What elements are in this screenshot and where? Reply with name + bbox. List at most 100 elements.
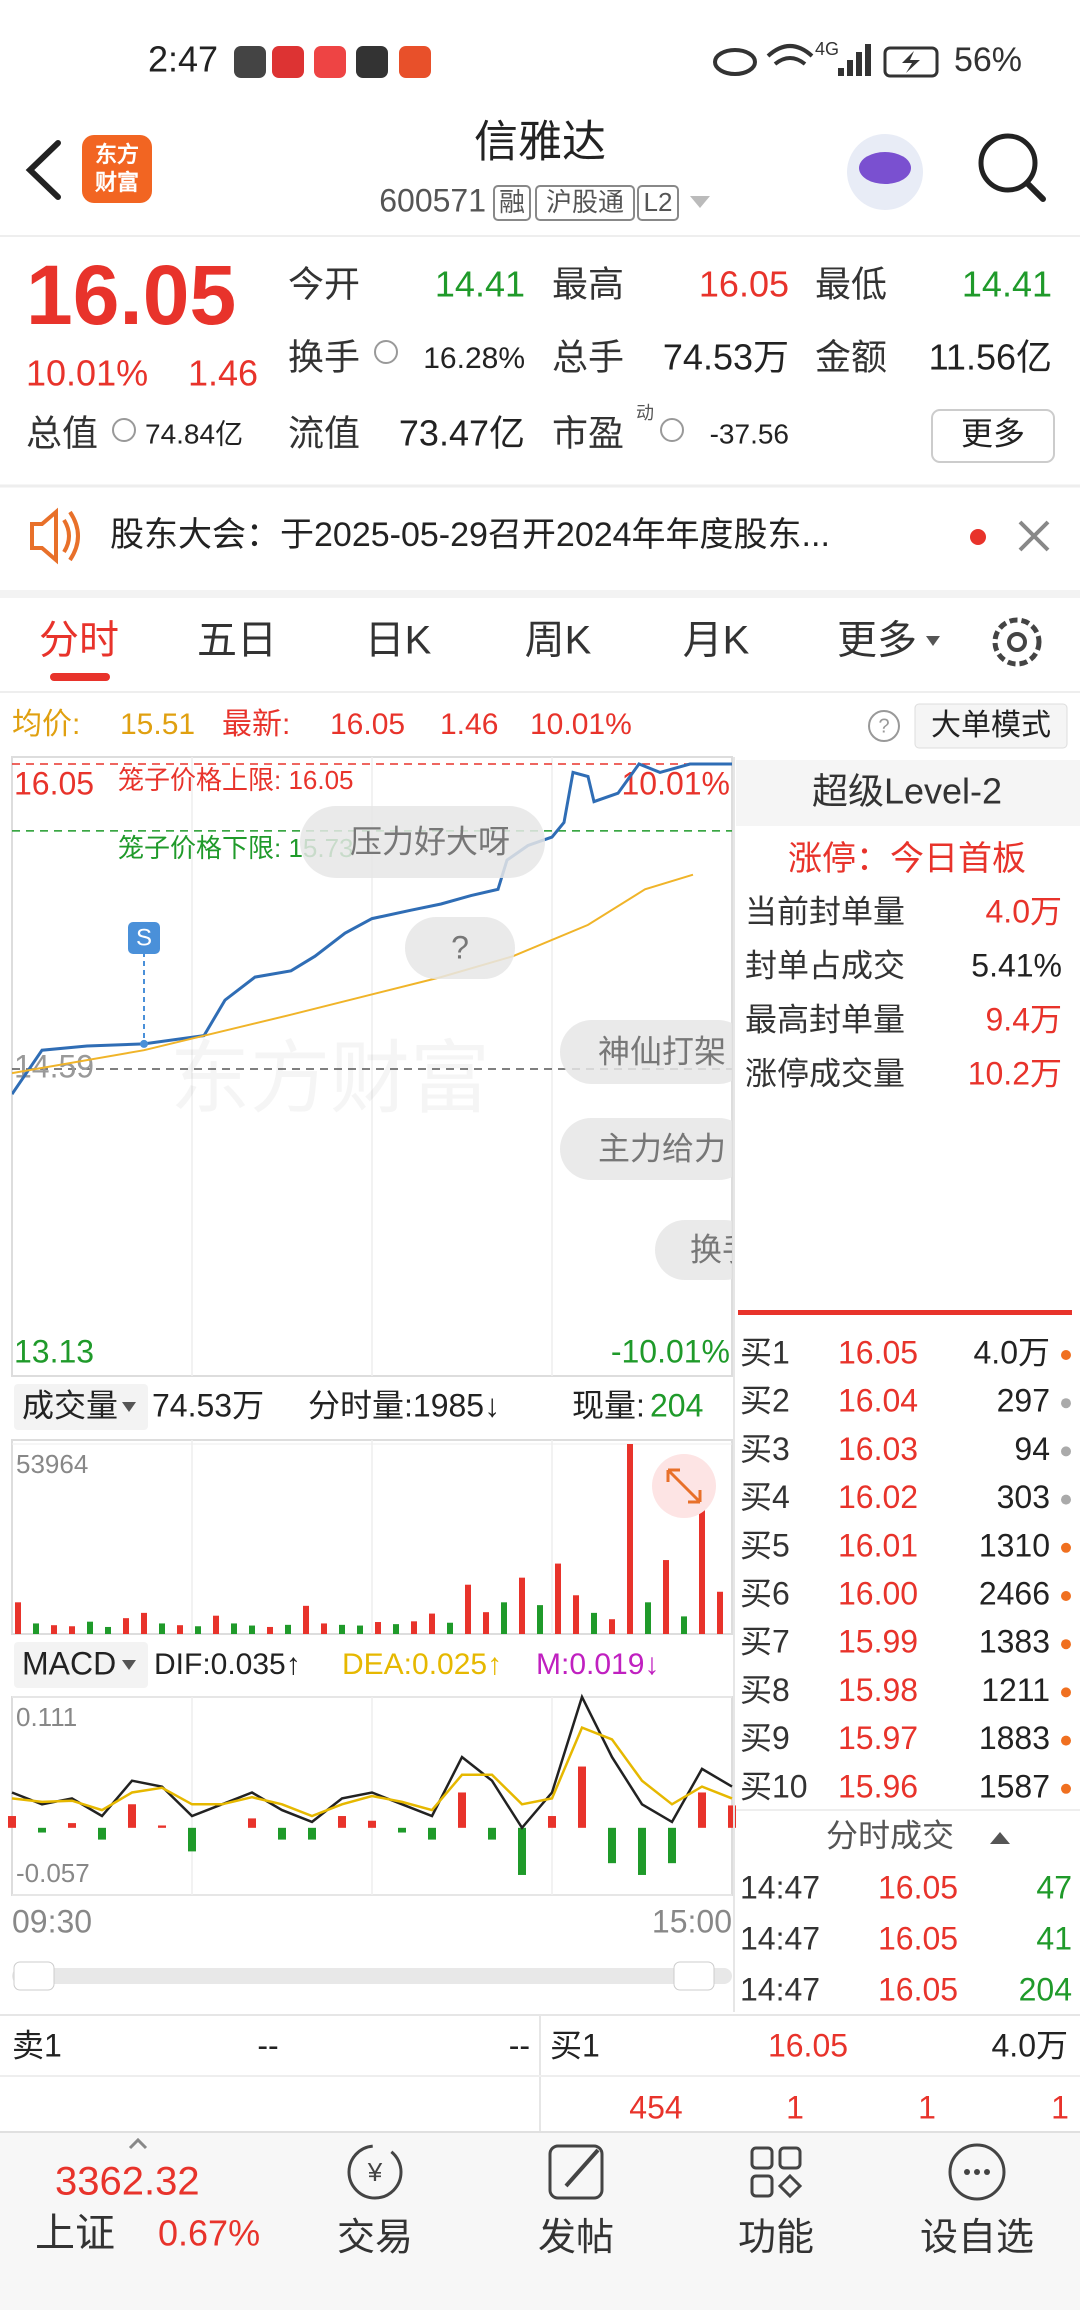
comment-bubble[interactable]	[300, 806, 545, 878]
volume-bar	[213, 1615, 219, 1634]
more-button[interactable]	[931, 409, 1055, 463]
bid-dot	[1061, 1687, 1071, 1698]
bid-dot	[1061, 1735, 1071, 1746]
volume-bar	[465, 1584, 471, 1634]
trades-title[interactable]: 分时成交	[826, 1817, 954, 1853]
label: 最高封单量	[745, 1001, 905, 1037]
expand-icon	[666, 1468, 702, 1504]
dropdown-arrow	[122, 1402, 136, 1412]
volume: 204	[1019, 1971, 1072, 2007]
notice[interactable]: 股东大会：于2025-05-29召开2024年年度股东...	[110, 516, 830, 554]
more: 更多	[961, 415, 1025, 451]
tab-underline	[50, 673, 110, 681]
macd-bar	[38, 1827, 46, 1833]
price-line	[12, 762, 732, 1095]
volume: --	[509, 2027, 530, 2063]
dropdown-box[interactable]	[14, 1384, 148, 1430]
volume: 4.0万	[992, 2027, 1069, 2063]
volume: 41	[1036, 1920, 1072, 1956]
badge[interactable]	[128, 922, 160, 954]
total: 74.53万	[152, 1387, 264, 1423]
label: 总手	[552, 337, 624, 378]
comment-bubble[interactable]	[560, 1118, 750, 1180]
price: 15.99	[838, 1624, 918, 1660]
settings-icon[interactable]	[992, 617, 1042, 667]
status-icon	[272, 46, 304, 78]
macd-bar	[728, 1805, 736, 1828]
price: 16.05	[768, 2027, 848, 2063]
change: 1.46	[440, 708, 498, 741]
dropdown-arrow	[690, 196, 710, 208]
volume-bar	[87, 1621, 93, 1634]
price: 15.96	[838, 1768, 918, 1804]
tab-arrow	[926, 636, 940, 646]
scrollbar[interactable]	[12, 1968, 732, 1984]
back-button[interactable]	[25, 140, 61, 200]
macd-bar	[68, 1823, 76, 1828]
tabs[interactable]: 日K	[365, 619, 432, 663]
search-icon[interactable]	[978, 133, 1038, 193]
macd-bar	[668, 1827, 676, 1864]
macd-bar	[458, 1792, 466, 1828]
level2-separator	[738, 1310, 1072, 1315]
tabs[interactable]: 月K	[683, 619, 750, 663]
macd-bar	[8, 1816, 16, 1828]
settings-hub	[1007, 632, 1027, 652]
status-icon	[234, 46, 266, 78]
macd-bar	[158, 1825, 166, 1828]
help-mark: ?	[878, 715, 889, 737]
tabs[interactable]: 五日	[197, 619, 277, 663]
tabs[interactable]: 分时	[39, 619, 119, 663]
y-tick-label: 0.111	[16, 1702, 77, 1732]
value: 73.47亿	[399, 413, 525, 454]
scroll-handle[interactable]	[13, 1961, 55, 1991]
tabs[interactable]: 周K	[525, 619, 592, 663]
label: 市盈	[552, 413, 624, 454]
close-icon[interactable]	[1018, 520, 1050, 552]
volume-bar	[69, 1626, 75, 1634]
info-icon	[112, 418, 136, 442]
badge-point	[140, 1039, 148, 1048]
title: 信雅达	[474, 118, 606, 167]
value: 5.41%	[971, 947, 1062, 983]
comment-bubble[interactable]	[405, 917, 515, 979]
current-label: 现量:	[572, 1387, 645, 1423]
comment-bubble[interactable]	[560, 1020, 750, 1084]
section-gap	[0, 590, 1080, 598]
volume-bar	[231, 1623, 237, 1634]
dropdown-box[interactable]	[14, 1642, 148, 1688]
volume-bar	[159, 1623, 165, 1634]
index-value[interactable]: 3362.32	[55, 2160, 200, 2204]
volume-bar	[591, 1612, 597, 1634]
comment-bubble[interactable]	[655, 1220, 755, 1280]
signal-bar	[865, 44, 871, 76]
limit-status: 涨停：今日首板	[788, 840, 1026, 878]
label: 买9	[740, 1720, 790, 1756]
mode-button[interactable]	[914, 703, 1068, 749]
volume-bar	[681, 1616, 687, 1634]
speaker-icon	[30, 507, 80, 565]
watermark: 东方财富	[170, 1034, 490, 1123]
items[interactable]: 交易	[337, 2217, 413, 2259]
status: 今日首板	[890, 840, 1026, 878]
volume: 303	[997, 1479, 1050, 1515]
items[interactable]: 设自选	[920, 2217, 1034, 2259]
volume-bar	[15, 1602, 21, 1634]
label: MACD	[22, 1645, 116, 1681]
notice-dot	[970, 529, 986, 545]
nav-icon-dot	[974, 2169, 980, 2175]
macd-bar	[98, 1827, 106, 1840]
bubble-text: ?	[451, 929, 469, 965]
time: 2:47	[148, 39, 218, 80]
value: 10.2万	[968, 1055, 1062, 1091]
macd-bar	[398, 1827, 406, 1833]
nav-icon	[750, 2174, 774, 2198]
tabs[interactable]: 更多	[837, 619, 917, 663]
items[interactable]: 功能	[738, 2217, 814, 2259]
items[interactable]: 发帖	[538, 2217, 614, 2259]
volume-bar	[51, 1625, 57, 1634]
volume-bar	[141, 1612, 147, 1634]
scroll-handle[interactable]	[673, 1961, 715, 1991]
price: 16.05	[838, 1334, 918, 1370]
